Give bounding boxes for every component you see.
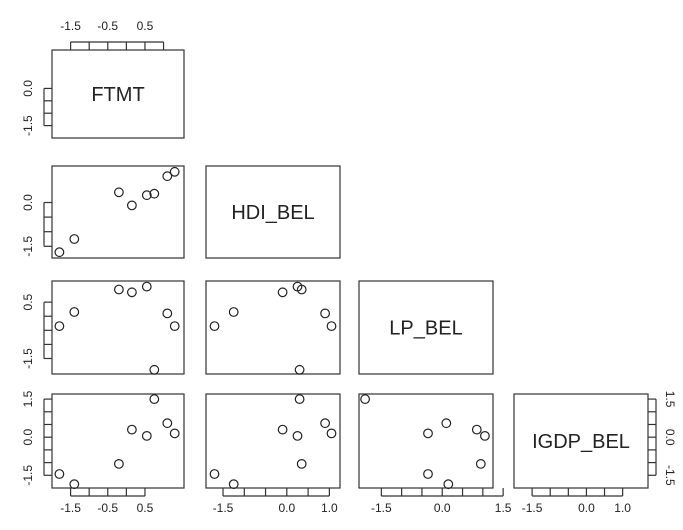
y-tick-label: -1.5: [21, 348, 35, 369]
data-point: [228, 307, 239, 317]
x-tick-label: -1.5: [522, 501, 543, 515]
x-tick-label: -0.5: [97, 19, 118, 33]
panel-igdp_bel-igdp_bel: [513, 393, 649, 489]
data-point: [54, 247, 65, 258]
data-point: [480, 431, 490, 441]
right-tick-label: -1.5: [663, 465, 677, 486]
data-point: [162, 418, 173, 429]
data-point: [443, 479, 454, 490]
x-tick-label: -1.5: [60, 19, 81, 33]
data-point: [69, 479, 80, 490]
panel-lp_bel-hdi_bel: [205, 280, 341, 375]
x-tick-label: -1.5: [60, 501, 81, 515]
x-tick-label: -0.5: [97, 501, 118, 515]
y-tick-label: -1.5: [21, 115, 35, 136]
data-point: [54, 469, 65, 479]
y-tick-label: 1.5: [21, 390, 35, 407]
x-tick-label: 0.5: [137, 19, 154, 33]
x-tick-label: -1.5: [213, 501, 234, 515]
data-point: [423, 428, 433, 439]
data-point: [113, 459, 124, 469]
data-point: [126, 200, 137, 211]
data-point: [126, 287, 137, 298]
x-tick-label: 0.5: [137, 501, 154, 515]
data-point: [326, 321, 337, 332]
variable-label-ftmt: FTMT: [91, 84, 144, 106]
y-tick-label: -1.5: [21, 465, 35, 486]
panel-hdi_bel-ftmt: [51, 165, 185, 259]
x-tick-label: -1.5: [371, 501, 392, 515]
y-tick-label: 0.0: [21, 194, 35, 211]
data-point: [113, 284, 124, 295]
data-point: [471, 424, 482, 435]
panel-ftmt-ftmt: [51, 49, 185, 139]
data-point: [423, 469, 433, 479]
x-tick-label: 1.0: [614, 501, 631, 515]
x-tick-label: 0.0: [278, 501, 295, 515]
panel-lp_bel-ftmt: [51, 280, 185, 375]
data-point: [277, 287, 288, 298]
panel-lp_bel-lp_bel: [358, 280, 494, 375]
data-point: [320, 308, 331, 319]
data-point: [69, 307, 80, 317]
data-point: [296, 284, 307, 295]
panel-hdi_bel-hdi_bel: [205, 165, 341, 259]
right-tick-label: 1.5: [663, 391, 677, 408]
data-point: [113, 187, 124, 198]
data-point: [209, 469, 220, 479]
data-point: [209, 321, 220, 332]
panel-igdp_bel-lp_bel: [358, 393, 494, 489]
data-point: [149, 188, 160, 199]
data-point: [141, 190, 152, 201]
data-point: [169, 321, 180, 332]
data-point: [162, 171, 173, 182]
x-tick-label: 0.0: [578, 501, 595, 515]
data-point: [149, 364, 160, 375]
data-point: [475, 459, 486, 469]
data-point: [294, 364, 305, 375]
data-point: [54, 321, 65, 332]
data-point: [294, 394, 305, 405]
panel-igdp_bel-hdi_bel: [205, 393, 341, 489]
x-tick-label: 0.0: [434, 501, 451, 515]
variable-label-lp-bel: LP_BEL: [389, 318, 462, 340]
data-point: [441, 418, 452, 429]
x-tick-label: 1.5: [495, 501, 512, 515]
data-point: [296, 459, 307, 469]
variable-label-hdi-bel: HDI_BEL: [231, 202, 314, 224]
y-tick-label: -1.5: [21, 236, 35, 257]
y-tick-label: 0.0: [21, 80, 35, 97]
data-point: [169, 166, 180, 177]
data-point: [292, 431, 303, 441]
data-point: [149, 394, 160, 405]
data-point: [69, 234, 80, 244]
data-point: [141, 431, 152, 441]
x-tick-label: 1.0: [321, 501, 338, 515]
data-point: [326, 428, 337, 439]
y-tick-label: 0.5: [21, 293, 35, 310]
data-point: [169, 428, 180, 439]
data-point: [360, 394, 371, 405]
data-point: [126, 424, 137, 435]
right-tick-label: 0.0: [663, 429, 677, 446]
data-point: [162, 308, 173, 319]
data-point: [228, 479, 239, 490]
data-point: [320, 418, 331, 429]
y-tick-label: 0.0: [21, 429, 35, 446]
variable-label-igdp-bel: IGDP_BEL: [532, 431, 630, 453]
data-point: [277, 424, 288, 435]
panel-igdp_bel-ftmt: [51, 393, 185, 489]
data-point: [141, 281, 152, 292]
